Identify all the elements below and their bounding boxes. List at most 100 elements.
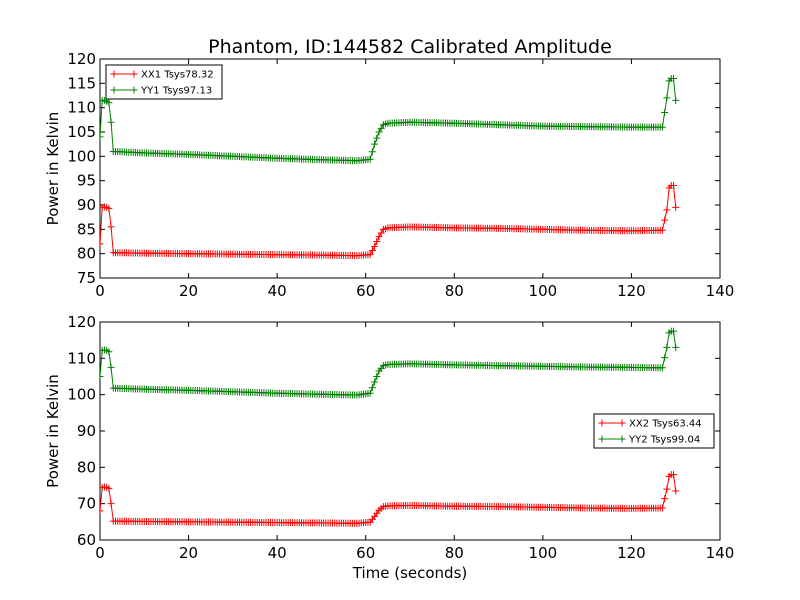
data-point-marker (371, 140, 379, 148)
data-point-marker (661, 495, 669, 503)
data-point-marker (672, 487, 680, 495)
data-point-marker (658, 226, 666, 234)
data-point-marker (107, 500, 115, 508)
x-tick-label: 60 (356, 544, 375, 562)
x-tick-label: 0 (95, 282, 105, 300)
data-point-marker (670, 471, 677, 479)
x-tick-label: 0 (95, 544, 105, 562)
legend-marker (598, 435, 606, 443)
data-point-marker (375, 128, 383, 136)
y-tick-label: 80 (77, 458, 96, 476)
y-tick-label: 95 (77, 172, 96, 190)
y-axis-label: Power in Kelvin (44, 112, 62, 226)
y-tick-label: 110 (67, 99, 96, 117)
y-tick-label: 90 (77, 196, 96, 214)
data-point-marker (105, 99, 113, 107)
data-point-marker (371, 242, 379, 250)
data-point-marker (368, 247, 376, 255)
plot-area (100, 327, 680, 527)
data-point-marker (377, 229, 385, 237)
data-point-marker (366, 155, 374, 163)
x-tick-label: 140 (706, 282, 735, 300)
x-tick-label: 100 (529, 544, 558, 562)
data-point-marker (373, 134, 381, 142)
legend-marker (618, 419, 626, 427)
legend-marker (130, 86, 138, 94)
data-point-marker (373, 238, 381, 245)
data-point-marker (661, 354, 669, 362)
plot-area (100, 74, 680, 260)
y-tick-label: 120 (67, 50, 96, 68)
x-tick-label: 140 (706, 544, 735, 562)
data-point-marker (672, 343, 680, 351)
y-tick-label: 105 (67, 123, 96, 141)
data-point-marker (658, 123, 666, 131)
data-point-marker (672, 203, 680, 211)
x-tick-label: 80 (445, 282, 464, 300)
data-point-marker (663, 485, 671, 493)
series-2 (100, 327, 680, 399)
data-point-marker (366, 251, 374, 259)
y-tick-label: 115 (67, 74, 96, 92)
x-tick-label: 120 (617, 282, 646, 300)
bottom-panel: 0 20 40 60 80 100 120 140 60 70 80 90 100 110 120 Power… (44, 313, 734, 582)
data-point-marker (107, 363, 115, 371)
y-tick-label: 110 (67, 349, 96, 367)
data-point-marker (375, 233, 383, 241)
y-tick-label: 90 (77, 422, 96, 440)
axes-frame (99, 58, 721, 279)
top-panel: 0 20 40 60 80 100 120 140 75 80 85 90 95 100 105 110 115… (44, 50, 734, 300)
legend-box (593, 413, 715, 449)
legend: XX2 Tsys63.44 YY2 Tsys99.04 (593, 413, 715, 449)
legend-marker (110, 70, 118, 78)
data-point-marker (107, 223, 115, 231)
y-tick-label: 100 (67, 386, 96, 404)
data-point-marker (663, 343, 671, 351)
data-point-marker (663, 206, 671, 214)
y-tick-label: 70 (77, 495, 96, 513)
legend-label: YY1 Tsys97.13 (140, 86, 212, 97)
data-point-marker (100, 133, 104, 141)
data-point-marker (377, 124, 385, 132)
data-point-marker (373, 373, 381, 380)
x-axis-label: Time (seconds) (352, 564, 468, 582)
y-axis-label: Power in Kelvin (44, 374, 62, 488)
data-point-marker (658, 364, 666, 372)
x-tick-label: 60 (356, 282, 375, 300)
data-point-marker (105, 204, 113, 212)
data-point-marker (663, 94, 671, 102)
x-tick-label: 80 (445, 544, 464, 562)
data-point-marker (107, 118, 115, 126)
y-tick-label: 100 (67, 147, 96, 165)
y-tick-label: 120 (67, 313, 96, 331)
data-point-marker (100, 373, 104, 380)
legend-label: XX2 Tsys63.44 (629, 419, 702, 430)
data-point-marker (368, 384, 376, 392)
data-point-marker (100, 507, 104, 515)
data-point-marker (371, 378, 379, 386)
legend-label: XX1 Tsys78.32 (141, 70, 214, 81)
x-tick-label: 20 (179, 544, 198, 562)
y-tick-label: 60 (77, 531, 96, 549)
y-tick-label: 80 (77, 245, 96, 263)
legend-marker (598, 419, 606, 427)
data-point-marker (670, 74, 677, 82)
data-point-marker (658, 504, 666, 512)
x-tick-label: 100 (529, 282, 558, 300)
x-tick-label: 40 (268, 282, 287, 300)
data-point-marker (672, 96, 680, 104)
data-point-marker (670, 327, 677, 335)
data-point-marker (100, 240, 104, 248)
series-1 (100, 182, 680, 260)
legend-label: YY2 Tsys99.04 (628, 435, 700, 446)
data-point-marker (105, 348, 113, 356)
series-2 (100, 74, 680, 165)
data-point-marker (105, 484, 113, 492)
data-point-marker (661, 109, 669, 117)
series-1 (100, 471, 680, 527)
x-tick-label: 120 (617, 544, 646, 562)
data-point-marker (368, 148, 376, 156)
legend-marker (618, 435, 626, 443)
data-point-marker (661, 216, 669, 224)
